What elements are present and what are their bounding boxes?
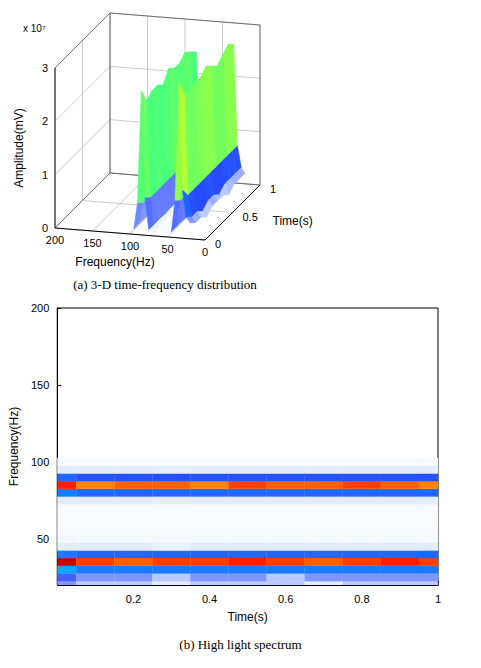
svg-text:Time(s): Time(s) — [273, 214, 313, 228]
svg-text:100: 100 — [31, 456, 49, 468]
svg-text:150: 150 — [83, 237, 101, 249]
svg-text:0: 0 — [202, 246, 208, 258]
svg-text:1: 1 — [435, 593, 441, 605]
svg-text:50: 50 — [37, 533, 49, 545]
svg-text:(b) High light spectrum: (b) High light spectrum — [179, 637, 301, 652]
svg-text:50: 50 — [161, 243, 173, 255]
svg-text:3: 3 — [42, 62, 48, 74]
svg-text:0: 0 — [42, 222, 48, 234]
svg-text:Amplitude(mV): Amplitude(mV) — [12, 108, 26, 187]
svg-text:100: 100 — [121, 240, 139, 252]
svg-text:0.8: 0.8 — [354, 593, 369, 605]
svg-text:0: 0 — [215, 238, 221, 250]
svg-text:Time(s): Time(s) — [228, 610, 268, 624]
svg-text:1: 1 — [42, 169, 48, 181]
svg-text:200: 200 — [31, 302, 49, 314]
svg-text:x 10⁷: x 10⁷ — [23, 23, 46, 34]
svg-text:1: 1 — [270, 183, 276, 195]
svg-text:Frequency(Hz): Frequency(Hz) — [7, 407, 21, 486]
svg-text:200: 200 — [46, 234, 64, 246]
svg-text:0.2: 0.2 — [126, 593, 141, 605]
svg-text:2: 2 — [42, 115, 48, 127]
svg-text:0.4: 0.4 — [202, 593, 217, 605]
svg-text:0.5: 0.5 — [243, 211, 258, 223]
svg-text:0.6: 0.6 — [278, 593, 293, 605]
svg-text:150: 150 — [31, 379, 49, 391]
svg-text:(a) 3-D time-frequency distrib: (a) 3-D time-frequency distribution — [73, 277, 257, 292]
svg-text:Frequency(Hz): Frequency(Hz) — [75, 255, 154, 269]
